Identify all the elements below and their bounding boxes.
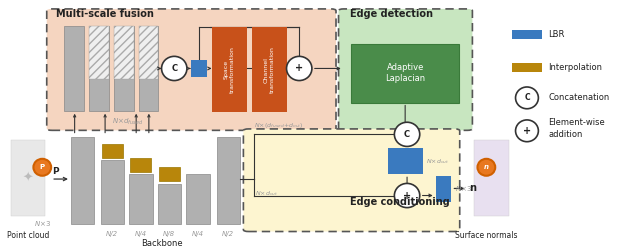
Text: $\mathbf{P}$: $\mathbf{P}$	[52, 165, 60, 176]
Text: Element-wise
addition: Element-wise addition	[548, 119, 605, 138]
Text: Edge detection: Edge detection	[350, 9, 433, 19]
Bar	[139, 26, 158, 111]
Bar	[191, 60, 207, 77]
Text: Space
transformation: Space transformation	[224, 46, 234, 93]
Bar	[351, 44, 459, 103]
Ellipse shape	[477, 159, 495, 176]
Bar	[139, 26, 158, 79]
Bar	[114, 26, 134, 111]
Text: Channel
transformation: Channel transformation	[264, 46, 275, 93]
FancyBboxPatch shape	[339, 9, 472, 130]
Bar	[100, 160, 124, 224]
Text: +: +	[295, 63, 303, 73]
Bar	[157, 184, 181, 224]
Text: ✦: ✦	[22, 171, 33, 184]
Text: LBR: LBR	[548, 30, 565, 39]
Text: N/4: N/4	[191, 231, 204, 237]
Text: N/2: N/2	[106, 231, 118, 237]
Text: N/2: N/2	[222, 231, 234, 237]
Text: $N\!\times\!3$: $N\!\times\!3$	[33, 219, 51, 228]
Ellipse shape	[516, 87, 538, 109]
Text: Multi-scale fusion: Multi-scale fusion	[56, 9, 154, 19]
Bar	[388, 148, 423, 174]
Bar	[159, 167, 180, 182]
Bar	[212, 27, 246, 112]
Bar	[102, 144, 123, 158]
Ellipse shape	[516, 120, 538, 142]
Ellipse shape	[394, 184, 420, 208]
Text: Surface normals: Surface normals	[455, 231, 518, 240]
Bar	[131, 158, 152, 172]
Text: C: C	[171, 64, 177, 73]
Text: N/4: N/4	[134, 231, 147, 237]
Bar	[186, 174, 210, 224]
Bar	[474, 140, 509, 216]
Bar	[436, 176, 451, 202]
Ellipse shape	[287, 56, 312, 80]
Bar	[89, 26, 109, 111]
Text: $\mathbf{n}$: $\mathbf{n}$	[469, 184, 477, 193]
Text: Concatenation: Concatenation	[548, 93, 610, 102]
Ellipse shape	[394, 122, 420, 146]
Text: $N\!\times\!d_{fused}$: $N\!\times\!d_{fused}$	[112, 117, 144, 127]
Bar	[512, 30, 542, 39]
Bar	[129, 174, 153, 224]
Bar	[71, 137, 94, 224]
Text: C: C	[524, 93, 530, 102]
Text: $N\!\times\!3$: $N\!\times\!3$	[454, 184, 472, 193]
Text: +: +	[523, 126, 531, 136]
Bar	[11, 140, 45, 216]
Bar	[89, 26, 109, 79]
Ellipse shape	[33, 159, 51, 176]
Text: n: n	[484, 164, 489, 170]
Text: Backbone: Backbone	[141, 239, 182, 248]
Ellipse shape	[161, 56, 187, 80]
Bar	[65, 26, 84, 111]
Text: $N\!\times\!d_{out}$: $N\!\times\!d_{out}$	[426, 157, 450, 166]
Text: P: P	[40, 164, 45, 170]
Text: Interpolation: Interpolation	[548, 63, 602, 72]
Text: C: C	[404, 130, 410, 139]
FancyBboxPatch shape	[47, 9, 336, 130]
Text: Adaptive
Laplacian: Adaptive Laplacian	[385, 63, 425, 83]
FancyBboxPatch shape	[243, 129, 460, 232]
Text: $N\!\times\!(d_{fused}\!+\!d_{out})$: $N\!\times\!(d_{fused}\!+\!d_{out})$	[253, 121, 303, 130]
Text: Point cloud: Point cloud	[6, 231, 49, 240]
Bar	[114, 26, 134, 79]
Text: +: +	[403, 190, 411, 200]
Bar	[512, 62, 542, 72]
Bar	[252, 27, 287, 112]
Bar	[217, 137, 240, 224]
Text: N/8: N/8	[163, 231, 175, 237]
Text: $N\!\times\!d_{out}$: $N\!\times\!d_{out}$	[255, 189, 278, 198]
Text: Edge conditioning: Edge conditioning	[350, 197, 450, 207]
